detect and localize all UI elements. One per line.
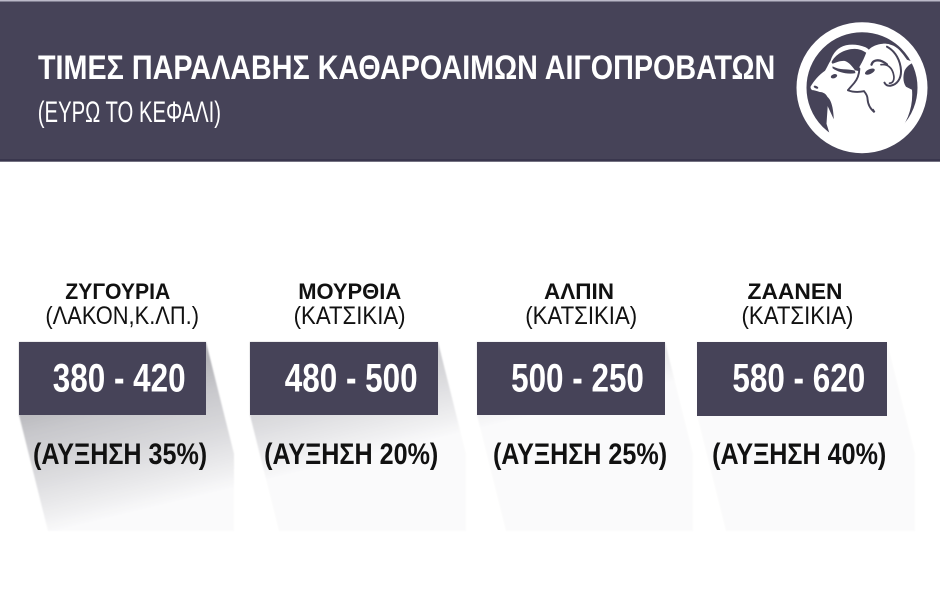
svg-text:480 - 500: 480 - 500: [285, 356, 418, 400]
svg-text:ΖΥΓΟΥΡΙΑ: ΖΥΓΟΥΡΙΑ: [65, 278, 170, 304]
svg-text:ΤΙΜΕΣ ΠΑΡΑΛΑΒΗΣ ΚΑΘΑΡΟΑΙΜΩΝ ΑΙ: ΤΙΜΕΣ ΠΑΡΑΛΑΒΗΣ ΚΑΘΑΡΟΑΙΜΩΝ ΑΙΓΟΠΡΟΒΑΤΩΝ: [38, 49, 775, 87]
svg-text:(ΚΑΤΣΙΚΙΑ): (ΚΑΤΣΙΚΙΑ): [742, 303, 854, 330]
svg-text:(ΑΥΞΗΣΗ 35%): (ΑΥΞΗΣΗ 35%): [33, 437, 207, 471]
svg-text:500 - 250: 500 - 250: [511, 356, 644, 400]
svg-text:(ΚΑΤΣΙΚΙΑ): (ΚΑΤΣΙΚΙΑ): [525, 303, 637, 330]
svg-text:ΖΑΑΝΕΝ: ΖΑΑΝΕΝ: [748, 279, 843, 304]
svg-text:(ΑΥΞΗΣΗ 25%): (ΑΥΞΗΣΗ 25%): [493, 437, 667, 471]
svg-text:ΑΛΠΙΝ: ΑΛΠΙΝ: [544, 279, 614, 304]
svg-text:(ΚΑΤΣΙΚΙΑ): (ΚΑΤΣΙΚΙΑ): [294, 303, 406, 330]
svg-text:380 - 420: 380 - 420: [53, 356, 186, 400]
svg-text:(ΑΥΞΗΣΗ 20%): (ΑΥΞΗΣΗ 20%): [264, 437, 438, 471]
svg-text:580 - 620: 580 - 620: [732, 356, 865, 400]
svg-text:(ΑΥΞΗΣΗ 40%): (ΑΥΞΗΣΗ 40%): [712, 437, 886, 471]
svg-text:(ΛΑΚΟΝ,Κ.ΛΠ.): (ΛΑΚΟΝ,Κ.ΛΠ.): [45, 302, 199, 330]
svg-text:(ΕΥΡΩ ΤΟ ΚΕΦΑΛΙ): (ΕΥΡΩ ΤΟ ΚΕΦΑΛΙ): [38, 96, 221, 129]
svg-text:ΜΟΥΡΘΙΑ: ΜΟΥΡΘΙΑ: [298, 279, 401, 304]
